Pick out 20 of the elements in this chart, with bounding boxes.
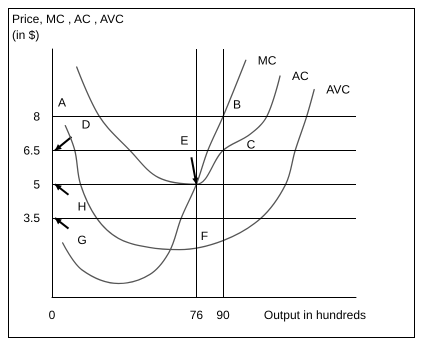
y-tick-label: 6.5: [23, 143, 40, 158]
x-tick-label: 90: [216, 308, 230, 322]
annotation: C: [246, 137, 256, 152]
x-axis-title: Output in hundreds: [264, 308, 366, 322]
annotation: F: [200, 229, 208, 244]
y-tick-label: 3.5: [23, 211, 40, 226]
x-tick-label: 0: [48, 308, 56, 322]
annotation: A: [58, 96, 66, 110]
series-label: AC: [292, 69, 310, 84]
x-tick-label: 76: [190, 308, 204, 322]
y-tick-label: 8: [33, 110, 40, 124]
y-axis-title: Price, MC , AC , AVC (in $): [12, 12, 124, 42]
annotation: H: [78, 199, 86, 214]
series-label: AVC: [326, 82, 350, 97]
annotation: E: [180, 133, 188, 148]
series-label: MC: [258, 53, 277, 68]
annotation: D: [82, 117, 91, 132]
y-tick-label: 5: [33, 177, 40, 192]
annotation: B: [232, 98, 242, 112]
annotation: G: [77, 233, 87, 248]
